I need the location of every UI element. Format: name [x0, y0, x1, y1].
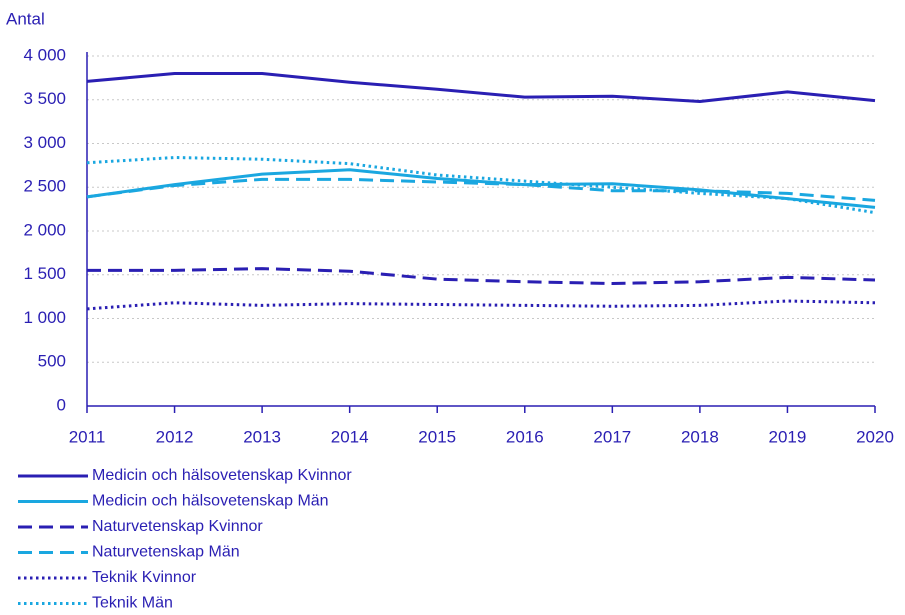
series-line	[86, 72, 876, 103]
x-tick-label: 2011	[69, 427, 106, 446]
y-tick-label: 500	[38, 352, 66, 371]
legend-label: Medicin och hälsovetenskap Kvinnor	[92, 467, 352, 484]
series-line	[86, 177, 876, 202]
series-line	[87, 267, 876, 285]
x-tick-label: 2014	[331, 427, 369, 446]
legend-label: Naturvetenskap Kvinnor	[92, 518, 263, 535]
x-tick-label: 2020	[856, 427, 894, 446]
x-tick-label: 2016	[506, 427, 544, 446]
series-line	[86, 156, 876, 215]
series-line	[86, 299, 876, 311]
series-line	[86, 168, 876, 209]
y-axis-label: Antal	[6, 9, 45, 28]
y-tick-label: 2 500	[23, 177, 66, 196]
x-tick-label: 2017	[593, 427, 631, 446]
y-tick-label: 1 000	[23, 308, 66, 327]
legend-label: Teknik Män	[92, 595, 173, 612]
x-tick-label: 2012	[156, 427, 194, 446]
legend-label: Medicin och hälsovetenskap Män	[92, 493, 329, 510]
y-tick-label: 1 500	[23, 264, 66, 283]
y-tick-label: 3 500	[23, 89, 66, 108]
x-tick-label: 2013	[243, 427, 281, 446]
legend-label: Teknik Kvinnor	[92, 569, 197, 586]
x-tick-label: 2018	[681, 427, 719, 446]
y-tick-label: 4 000	[23, 45, 66, 64]
y-tick-label: 3 000	[23, 133, 66, 152]
legend-label: Naturvetenskap Män	[92, 544, 240, 561]
x-tick-label: 2019	[769, 427, 807, 446]
y-tick-label: 2 000	[23, 220, 66, 239]
x-tick-label: 2015	[418, 427, 456, 446]
y-tick-label: 0	[57, 395, 66, 414]
